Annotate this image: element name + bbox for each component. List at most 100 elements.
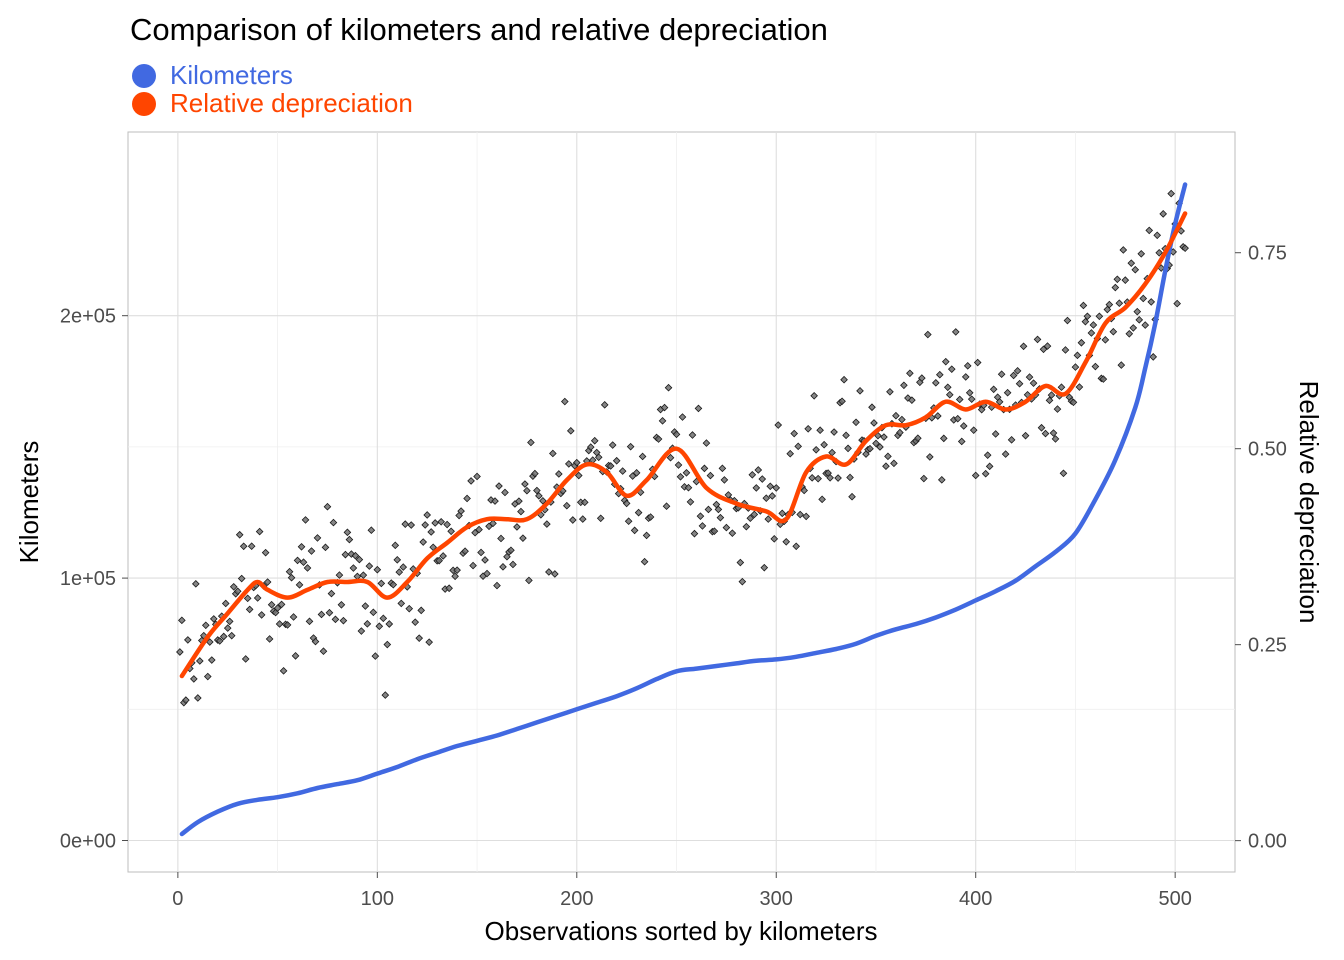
scatter-point bbox=[961, 373, 970, 381]
scatter-point bbox=[830, 428, 838, 436]
scatter-point bbox=[612, 456, 621, 465]
scatter-point bbox=[1141, 321, 1150, 329]
scatter-point bbox=[900, 381, 908, 390]
scatter-point bbox=[698, 522, 707, 530]
scatter-point bbox=[920, 474, 928, 483]
scatter-point bbox=[566, 427, 575, 435]
scatter-point bbox=[664, 383, 673, 392]
scatter-point bbox=[792, 542, 801, 551]
scatter-point bbox=[812, 445, 820, 454]
scatter-point bbox=[345, 535, 354, 544]
scatter-point bbox=[257, 611, 266, 619]
scatter-point bbox=[578, 515, 587, 523]
scatter-point bbox=[1147, 298, 1156, 306]
scatter-point bbox=[273, 604, 282, 612]
scatter-point bbox=[1155, 248, 1164, 257]
scatter-point bbox=[750, 510, 759, 519]
scatter-point bbox=[816, 426, 824, 435]
scatter-point bbox=[267, 600, 276, 609]
scatter-point bbox=[782, 537, 791, 546]
scatter-point bbox=[351, 551, 360, 560]
x-tick-label: 400 bbox=[959, 888, 992, 910]
scatter-point bbox=[287, 573, 296, 582]
scatter-point bbox=[295, 581, 304, 589]
scatter-point bbox=[810, 391, 818, 400]
scatter-point bbox=[277, 600, 286, 609]
scatter-point bbox=[339, 616, 348, 625]
scatter-point bbox=[702, 439, 711, 447]
y-left-tick-label: 1e+05 bbox=[60, 568, 116, 590]
scatter-point bbox=[297, 542, 306, 551]
scatter-point bbox=[293, 556, 302, 565]
scatter-point bbox=[1021, 431, 1030, 440]
scatter-point bbox=[263, 578, 272, 586]
scatter-point bbox=[574, 471, 583, 480]
scatter-point bbox=[1139, 294, 1148, 303]
scatter-point bbox=[828, 448, 836, 457]
scatter-point bbox=[953, 414, 962, 423]
scatter-point bbox=[178, 616, 186, 625]
scatter-point bbox=[331, 615, 340, 624]
scatter-point bbox=[580, 498, 589, 507]
x-tick-label: 0 bbox=[172, 888, 183, 910]
scatter-point bbox=[846, 473, 854, 482]
scatter-point bbox=[1063, 316, 1072, 325]
scatter-point bbox=[475, 525, 483, 534]
scatter-point bbox=[710, 527, 719, 535]
scatter-point bbox=[1013, 367, 1022, 375]
scatter-point bbox=[391, 541, 400, 550]
scatter-point bbox=[564, 460, 573, 468]
scatter-point bbox=[752, 484, 761, 492]
scatter-point bbox=[301, 516, 310, 524]
scatter-point bbox=[549, 449, 557, 458]
scatter-point bbox=[341, 550, 350, 559]
scatter-point bbox=[804, 424, 812, 433]
scatter-point bbox=[207, 656, 216, 664]
scatter-point bbox=[335, 571, 344, 579]
scatter-point bbox=[678, 413, 687, 421]
scatter-point bbox=[736, 558, 745, 567]
scatter-point bbox=[630, 526, 639, 535]
scatter-point bbox=[407, 521, 416, 529]
scatter-point bbox=[985, 462, 994, 471]
scatter-point bbox=[545, 568, 553, 576]
scatter-point bbox=[359, 571, 368, 579]
scatter-point bbox=[1077, 338, 1086, 347]
y-axis-left-title: Kilometers bbox=[14, 441, 44, 564]
scatter-point bbox=[311, 637, 320, 646]
scatter-point bbox=[327, 589, 336, 598]
scatter-point bbox=[728, 529, 737, 537]
scatter-point bbox=[676, 472, 685, 481]
scatter-point bbox=[275, 620, 284, 628]
scatter-point bbox=[834, 474, 842, 482]
scatter-point bbox=[762, 494, 771, 502]
scatter-point bbox=[991, 430, 1000, 438]
scatter-point bbox=[1115, 299, 1124, 308]
scatter-point bbox=[720, 476, 729, 484]
scatter-point bbox=[844, 444, 852, 453]
scatter-point bbox=[814, 474, 822, 483]
scatter-point bbox=[694, 404, 703, 413]
scatter-point bbox=[918, 374, 926, 382]
scatter-point bbox=[193, 694, 202, 702]
scatter-point bbox=[233, 587, 242, 596]
y-axis-left-ticks: 0e+00 1e+05 2e+05 bbox=[60, 306, 128, 853]
scatter-point bbox=[1113, 275, 1122, 284]
legend-label-kilometers: Kilometers bbox=[170, 60, 293, 90]
series-lines bbox=[179, 182, 1188, 837]
scatter-point bbox=[369, 608, 378, 617]
scatter-point bbox=[688, 431, 697, 439]
x-tick-label: 100 bbox=[361, 888, 394, 910]
scatter-point bbox=[495, 482, 503, 490]
scatter-point bbox=[223, 624, 232, 632]
legend-marker-kilometers bbox=[132, 64, 156, 88]
scatter-point bbox=[772, 484, 781, 492]
scatter-point bbox=[1079, 301, 1088, 310]
scatter-point bbox=[517, 507, 525, 516]
scatter-point bbox=[654, 435, 663, 443]
scatter-point bbox=[381, 691, 390, 699]
scatter-point bbox=[285, 567, 294, 576]
plot-panel bbox=[127, 131, 1236, 873]
scatter-point bbox=[289, 613, 298, 621]
